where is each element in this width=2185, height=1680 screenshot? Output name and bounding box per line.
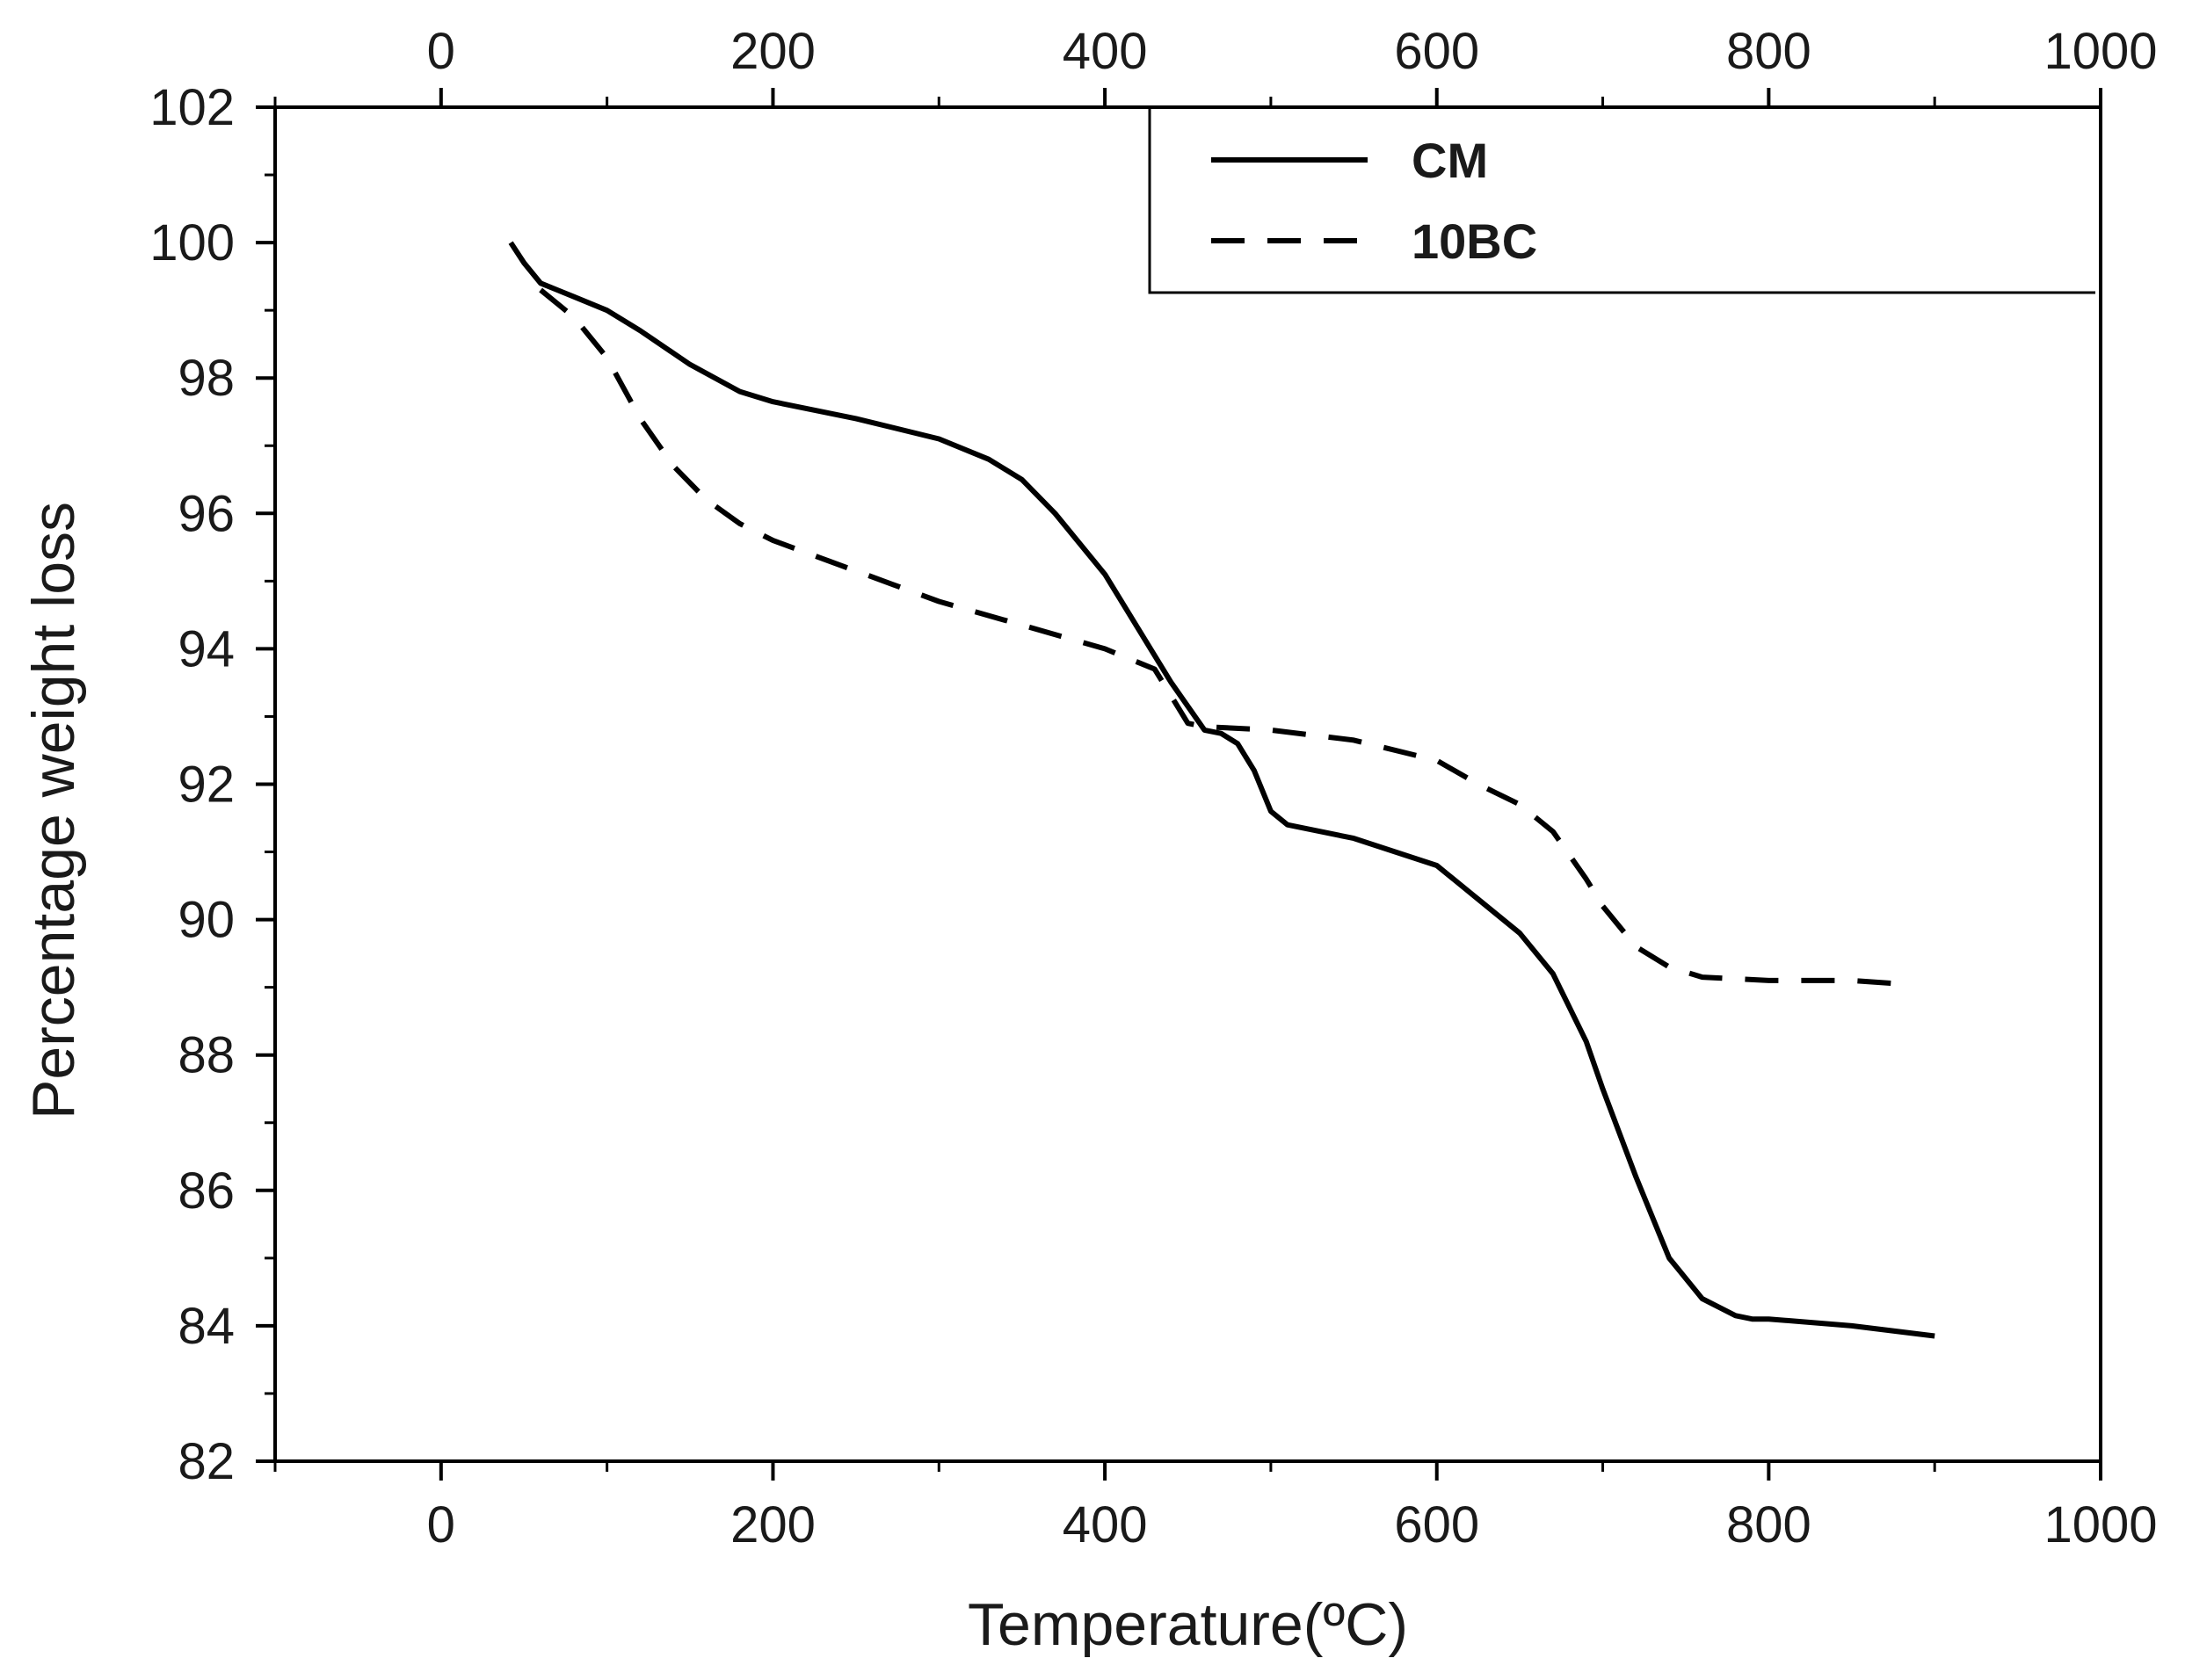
y-tick-label-96: 96 (178, 485, 235, 542)
series-layer (508, 241, 1935, 1339)
y-tick-label-84: 84 (178, 1298, 235, 1355)
y-tick-label-90: 90 (178, 892, 235, 949)
legend-label-cm: CM (1412, 133, 1488, 188)
y-tick-label-94: 94 (178, 620, 235, 677)
axis-ticks: 0 0 200 200 400 400 600 600 800 800 1000 1000 82 84 86… (149, 23, 2157, 1553)
x-tick-label-top-200: 200 (730, 23, 816, 80)
legend-label-10bc: 10BC (1412, 214, 1537, 269)
x-tick-label-top-800: 800 (1726, 23, 1811, 80)
x-tick-label-top-0: 0 (427, 23, 455, 80)
y-tick-label-98: 98 (178, 350, 235, 407)
series-line-cm (508, 241, 1935, 1339)
y-tick-label-82: 82 (178, 1433, 235, 1490)
x-tick-label-bottom-400: 400 (1063, 1496, 1148, 1553)
y-tick-label-86: 86 (178, 1162, 235, 1220)
y-tick-label-100: 100 (149, 214, 235, 272)
y-axis-title: Percentage weight loss (20, 502, 87, 1119)
x-axis-title: Temperature(ºC) (968, 1591, 1408, 1658)
x-tick-label-bottom-600: 600 (1394, 1496, 1479, 1553)
x-tick-label-bottom-800: 800 (1726, 1496, 1811, 1553)
legend: CM 10BC (1148, 107, 2095, 294)
y-tick-label-88: 88 (178, 1027, 235, 1084)
series-line-10bc (539, 287, 1902, 987)
legend-box (1148, 107, 2095, 294)
x-tick-label-top-400: 400 (1063, 23, 1148, 80)
x-tick-label-bottom-200: 200 (730, 1496, 816, 1553)
x-tick-label-bottom-1000: 1000 (2043, 1496, 2157, 1553)
y-tick-label-102: 102 (149, 79, 235, 136)
x-tick-label-bottom-0: 0 (427, 1496, 455, 1553)
x-tick-label-top-1000: 1000 (2043, 23, 2157, 80)
x-tick-label-top-600: 600 (1394, 23, 1479, 80)
y-tick-label-92: 92 (178, 757, 235, 814)
